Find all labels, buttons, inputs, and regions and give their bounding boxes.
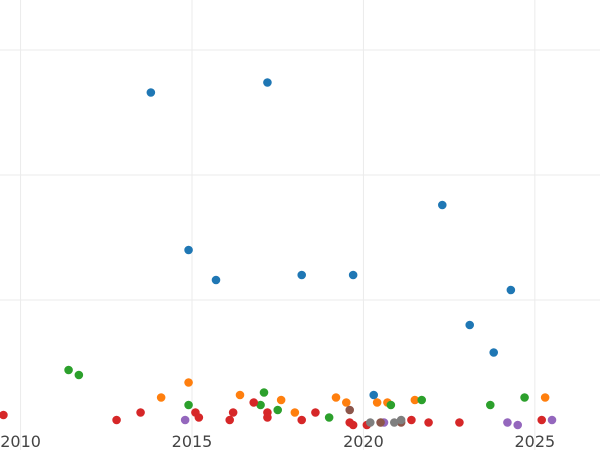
data-point xyxy=(386,400,396,410)
data-point xyxy=(136,408,145,417)
data-point xyxy=(506,285,516,295)
data-point xyxy=(513,420,523,430)
data-point xyxy=(547,415,557,425)
data-point xyxy=(396,415,406,425)
data-point xyxy=(228,408,238,417)
data-point xyxy=(184,400,193,410)
data-point xyxy=(437,200,447,210)
tick-labels: 2010 2015 2020 2025 xyxy=(0,432,555,450)
data-point xyxy=(341,398,351,407)
data-point xyxy=(184,378,193,387)
data-point xyxy=(348,270,358,280)
data-point xyxy=(64,365,73,375)
data-point xyxy=(311,408,320,417)
points-layer xyxy=(0,78,557,430)
data-point xyxy=(540,393,550,402)
data-point xyxy=(194,413,204,422)
data-point xyxy=(520,393,529,402)
data-point xyxy=(348,420,358,430)
data-point xyxy=(74,370,84,380)
data-point xyxy=(225,415,235,425)
data-point xyxy=(290,408,300,417)
data-point xyxy=(410,395,420,405)
data-point xyxy=(146,88,156,97)
data-point xyxy=(417,395,427,405)
data-point xyxy=(389,418,399,427)
data-point xyxy=(376,418,385,427)
x-tick-label: 2010 xyxy=(0,432,41,450)
data-point xyxy=(365,418,375,427)
data-point xyxy=(503,418,512,427)
data-point xyxy=(273,405,283,415)
x-tick-label: 2015 xyxy=(172,432,213,450)
data-point xyxy=(331,393,341,402)
data-point xyxy=(537,415,547,425)
data-point xyxy=(424,418,433,427)
data-point xyxy=(184,245,193,255)
data-point xyxy=(489,348,499,357)
data-point xyxy=(485,400,495,410)
data-point xyxy=(407,415,416,425)
data-point xyxy=(249,398,259,407)
data-point xyxy=(276,395,286,405)
data-point xyxy=(180,415,190,425)
data-point xyxy=(297,415,307,425)
data-point xyxy=(369,390,379,400)
data-point xyxy=(235,390,245,400)
data-point xyxy=(211,275,221,285)
data-point xyxy=(465,320,475,330)
data-point xyxy=(156,393,166,402)
x-tick-label: 2025 xyxy=(514,432,555,450)
data-point xyxy=(263,413,272,422)
data-point xyxy=(0,410,8,420)
data-point xyxy=(324,413,334,422)
data-point xyxy=(263,78,272,87)
data-point xyxy=(256,400,265,410)
data-point xyxy=(345,405,355,415)
data-point xyxy=(372,398,382,407)
x-tick-label: 2020 xyxy=(343,432,384,450)
data-point xyxy=(259,388,269,397)
data-point xyxy=(455,418,464,427)
data-point xyxy=(297,270,307,280)
data-point xyxy=(112,415,121,425)
